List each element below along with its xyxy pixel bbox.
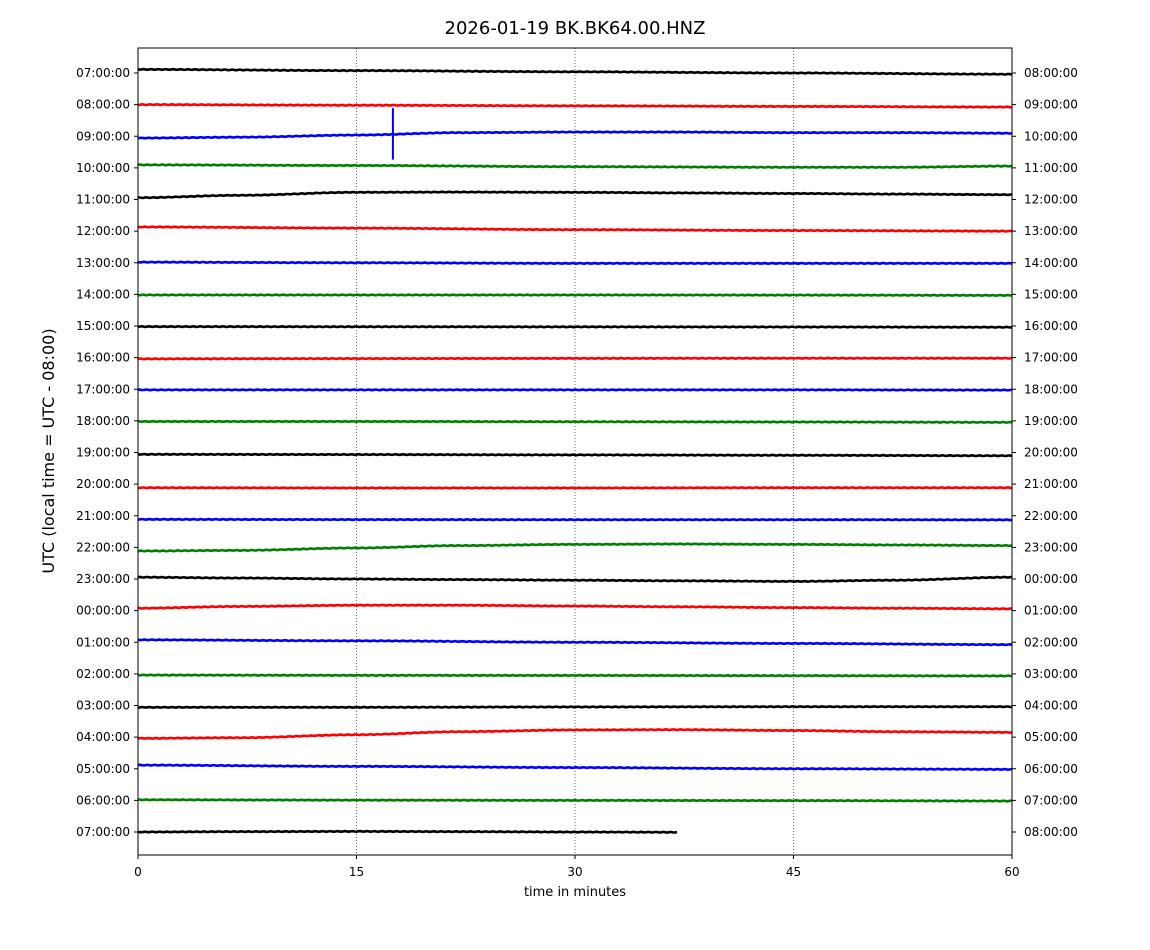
- left-tick-label: 10:00:00: [76, 161, 130, 175]
- right-tick-label: 06:00:00: [1024, 762, 1078, 776]
- right-tick-label: 17:00:00: [1024, 351, 1078, 365]
- right-tick-label: 14:00:00: [1024, 256, 1078, 270]
- right-tick-label: 16:00:00: [1024, 319, 1078, 333]
- trace-line: [137, 190, 1013, 200]
- trace-line: [137, 103, 1013, 109]
- trace-line: [137, 225, 1013, 233]
- trace-line: [137, 388, 1013, 392]
- right-tick-label: 10:00:00: [1024, 129, 1078, 143]
- y-axis-label: UTC (local time = UTC - 08:00): [39, 328, 58, 573]
- left-tick-label: 17:00:00: [76, 382, 130, 396]
- right-tick-label: 09:00:00: [1024, 98, 1078, 112]
- right-tick-label: 19:00:00: [1024, 414, 1078, 428]
- x-tick-label: 15: [349, 865, 364, 879]
- left-tick-label: 14:00:00: [76, 287, 130, 301]
- left-tick-label: 19:00:00: [76, 446, 130, 460]
- trace-line: [137, 356, 1013, 361]
- trace-line: [137, 638, 1013, 647]
- grid-lines: [356, 48, 794, 855]
- right-tick-label: 20:00:00: [1024, 446, 1078, 460]
- left-tick-label: 03:00:00: [76, 699, 130, 713]
- trace-group: [137, 67, 1013, 834]
- right-tick-label: 08:00:00: [1024, 66, 1078, 80]
- left-tick-label: 04:00:00: [76, 730, 130, 744]
- trace-line: [137, 603, 1013, 611]
- trace-line: [137, 829, 678, 834]
- trace-line: [137, 728, 1013, 740]
- right-tick-label: 12:00:00: [1024, 193, 1078, 207]
- trace-line: [137, 452, 1013, 458]
- trace-line: [137, 705, 1013, 709]
- right-tick-label: 08:00:00: [1024, 825, 1078, 839]
- trace-line: [137, 673, 1013, 678]
- trace-line: [137, 260, 1013, 265]
- left-tick-label: 07:00:00: [76, 825, 130, 839]
- left-tick-label: 08:00:00: [76, 98, 130, 112]
- trace-line: [137, 325, 1013, 329]
- right-tick-label: 05:00:00: [1024, 730, 1078, 744]
- trace-line: [137, 67, 1013, 76]
- x-tick-label: 45: [786, 865, 801, 879]
- trace-line: [137, 517, 1013, 522]
- left-tick-label: 06:00:00: [76, 793, 130, 807]
- trace-line: [137, 419, 1013, 424]
- left-tick-label: 20:00:00: [76, 477, 130, 491]
- right-tick-label: 00:00:00: [1024, 572, 1078, 586]
- trace-line: [137, 486, 1013, 490]
- left-tick-label: 02:00:00: [76, 667, 130, 681]
- right-tick-label: 13:00:00: [1024, 224, 1078, 238]
- left-tick-label: 21:00:00: [76, 509, 130, 523]
- left-tick-label: 13:00:00: [76, 256, 130, 270]
- left-tick-label: 16:00:00: [76, 351, 130, 365]
- left-tick-label: 00:00:00: [76, 604, 130, 618]
- trace-line: [137, 575, 1013, 583]
- trace-line: [138, 293, 1013, 297]
- right-tick-label: 18:00:00: [1024, 382, 1078, 396]
- right-tick-label: 22:00:00: [1024, 509, 1078, 523]
- left-tick-label: 12:00:00: [76, 224, 130, 238]
- left-tick-label: 11:00:00: [76, 193, 130, 207]
- right-tick-label: 01:00:00: [1024, 604, 1078, 618]
- right-tick-label: 02:00:00: [1024, 635, 1078, 649]
- trace-line: [137, 130, 1013, 140]
- right-tick-label: 03:00:00: [1024, 667, 1078, 681]
- right-tick-label: 04:00:00: [1024, 699, 1078, 713]
- chart-title: 2026-01-19 BK.BK64.00.HNZ: [445, 18, 706, 39]
- right-tick-label: 11:00:00: [1024, 161, 1078, 175]
- left-tick-label: 15:00:00: [76, 319, 130, 333]
- plot-frame: [137, 47, 1013, 856]
- trace-line: [137, 542, 1013, 553]
- x-tick-label: 60: [1004, 865, 1019, 879]
- trace-line: [137, 763, 1013, 771]
- trace-line: [137, 798, 1013, 803]
- tick-group: 07:00:00 08:00:00 09:00:00 10:00:00 11:00:00…: [76, 66, 1078, 879]
- right-tick-label: 21:00:00: [1024, 477, 1078, 491]
- left-tick-label: 07:00:00: [76, 66, 130, 80]
- left-tick-label: 01:00:00: [76, 635, 130, 649]
- right-tick-label: 07:00:00: [1024, 793, 1078, 807]
- left-tick-label: 18:00:00: [76, 414, 130, 428]
- right-tick-label: 23:00:00: [1024, 540, 1078, 554]
- x-axis-label: time in minutes: [524, 885, 626, 900]
- left-tick-label: 05:00:00: [76, 762, 130, 776]
- right-tick-label: 15:00:00: [1024, 287, 1078, 301]
- x-tick-label: 0: [134, 865, 142, 879]
- left-tick-label: 22:00:00: [76, 540, 130, 554]
- trace-line: [137, 163, 1013, 169]
- x-tick-label: 30: [567, 865, 582, 879]
- left-tick-label: 09:00:00: [76, 129, 130, 143]
- left-tick-label: 23:00:00: [76, 572, 130, 586]
